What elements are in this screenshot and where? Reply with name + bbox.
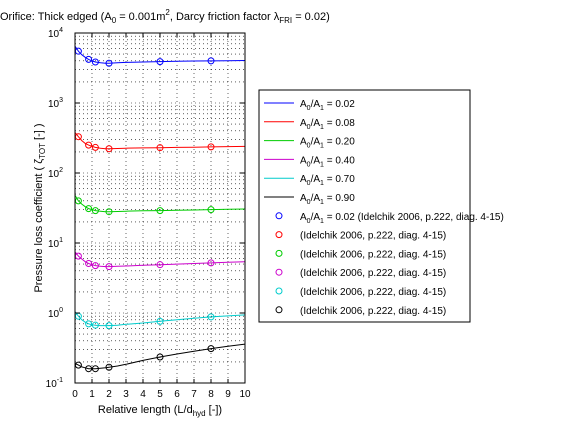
series-line [74,132,246,150]
legend-label: A0/A1 = 0.02 [300,99,355,112]
y-tick-label: 103 [48,97,63,110]
legend-label: (Idelchik 2006, p.222, diag. 4-15) [300,268,446,279]
x-tick-label: 3 [123,389,129,400]
y-tick-label: 10-1 [46,377,63,390]
reference-point [105,59,113,67]
x-tick-label: 6 [174,389,180,400]
reference-point [85,320,93,328]
reference-markers [74,47,215,373]
reference-point [207,259,215,267]
y-axis-ticks: 10-1 100 101 102 103 104 [46,27,245,390]
reference-point [207,345,215,353]
x-tick-label: 9 [225,389,231,400]
legend-label: (Idelchik 2006, p.222, diag. 4-15) [300,287,446,298]
x-axis-label: Relative length (L/dhyd [-]) [98,404,222,418]
x-tick-label: 2 [106,389,112,400]
reference-point [85,365,93,373]
x-axis-ticks: 0 1 2 3 4 5 6 7 8 9 10 [72,33,251,400]
y-tick-label: 101 [48,237,63,250]
legend-marker-swatch [275,268,283,276]
reference-point [91,207,99,215]
legend-label: A0/A1 = 0.20 [300,137,355,150]
legend-items: A0/A1 = 0.02 A0/A1 = 0.08 A0/A1 = 0.20 A0/A… [264,99,504,317]
series-line [74,343,246,370]
x-tick-label: 4 [140,389,146,400]
series-line [74,311,246,327]
x-tick-label: 8 [208,389,214,400]
legend-marker-swatch [275,212,283,220]
reference-point [105,363,113,371]
reference-point [91,321,99,329]
chart-title: Orifice: Thick edged (A0 = 0.001m2, Darc… [0,8,330,25]
x-tick-label: 1 [89,389,95,400]
x-tick-label: 5 [157,389,163,400]
reference-point [156,144,164,152]
legend-label: A0/A1 = 0.90 [300,193,355,206]
grid [75,33,245,383]
reference-point [105,145,113,153]
x-tick-label: 0 [72,389,78,400]
reference-point [85,259,93,267]
series-lines [74,45,246,370]
legend-label: A0/A1 = 0.40 [300,155,355,168]
y-tick-label: 100 [48,307,63,320]
legend-marker-swatch [275,287,283,295]
reference-point [85,55,93,63]
reference-point [207,206,215,214]
reference-point [105,322,113,330]
legend-label: (Idelchik 2006, p.222, diag. 4-15) [300,231,446,242]
series-line [74,195,246,213]
legend: A0/A1 = 0.02 A0/A1 = 0.08 A0/A1 = 0.20 A0/A… [258,89,504,323]
reference-point [156,261,164,269]
y-tick-label: 102 [48,167,63,180]
legend-box [258,89,471,323]
y-tick-label: 104 [48,27,63,40]
reference-point [91,365,99,373]
reference-point [85,141,93,149]
legend-label: A0/A1 = 0.08 [300,118,355,131]
x-tick-label: 7 [191,389,197,400]
reference-point [156,317,164,325]
reference-point [91,262,99,270]
reference-point [156,207,164,215]
legend-label: (Idelchik 2006, p.222, diag. 4-15) [300,306,446,317]
reference-point [156,353,164,361]
legend-marker-swatch [275,231,283,239]
legend-marker-swatch [275,249,283,257]
series-line [74,45,246,64]
reference-point [207,313,215,321]
x-tick-label: 10 [239,389,251,400]
legend-label: (Idelchik 2006, p.222, diag. 4-15) [300,249,446,260]
reference-point [91,143,99,151]
reference-point [105,208,113,216]
legend-label: A0/A1 = 0.02 (Idelchik 2006, p.222, diag… [300,212,504,225]
y-axis-label: Pressure loss coefficient ( ζTOT [-] ) [33,123,47,292]
reference-point [91,58,99,66]
series-line [74,251,246,268]
reference-point [156,58,164,66]
plot-area: 0 1 2 3 4 5 6 7 8 9 10 10-1 100 101 102 103 104 [46,27,251,400]
legend-marker-swatch [275,306,283,314]
legend-label: A0/A1 = 0.70 [300,174,355,187]
reference-point [207,143,215,151]
reference-point [207,57,215,65]
reference-point [85,205,93,213]
reference-point [105,263,113,271]
